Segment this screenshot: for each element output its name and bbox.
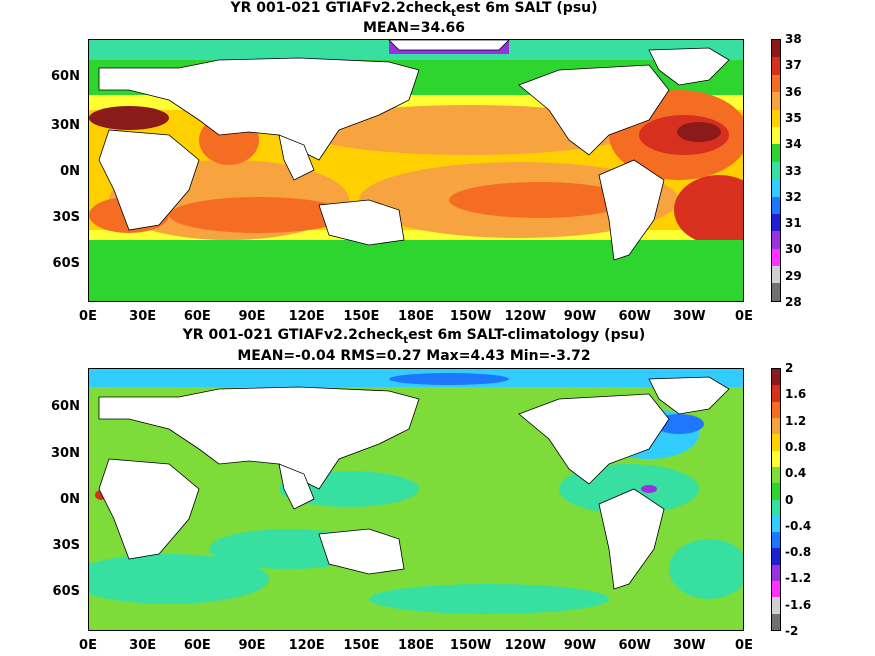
colorbar-swatch xyxy=(772,613,780,630)
lon-label: 150W xyxy=(449,638,492,653)
colorbar-tick-label: 33 xyxy=(785,163,802,178)
colorbar-tick-label: 37 xyxy=(785,58,802,73)
colorbar-tick-label: 36 xyxy=(785,84,802,99)
lon-label: 90E xyxy=(238,638,266,653)
lon-label: 0E xyxy=(79,638,97,653)
lat-label-60n: 60N xyxy=(51,69,80,84)
lon-label: 30W xyxy=(673,309,706,324)
lon-label: 0E xyxy=(735,638,753,653)
colorbar-panel1 xyxy=(771,39,781,302)
colorbar-swatch xyxy=(772,369,780,386)
colorbar-swatch xyxy=(772,231,780,249)
colorbar-swatch xyxy=(772,74,780,93)
colorbar-swatch xyxy=(772,581,780,598)
colorbar-swatch xyxy=(772,144,780,162)
lon-label: 30E xyxy=(129,638,157,653)
lon-label: 180E xyxy=(397,309,435,324)
colorbar-tick-label: -1.6 xyxy=(785,597,812,612)
lat-label-0n: 0N xyxy=(60,164,80,179)
colorbar-swatch xyxy=(772,92,780,110)
colorbar-tick-label: 38 xyxy=(785,32,802,46)
colorbar-swatch xyxy=(772,248,780,267)
colorbar-tick-label: -1.2 xyxy=(785,571,812,586)
lon-label: 30E xyxy=(129,309,157,324)
colorbar-tick-label: 2 xyxy=(785,361,794,375)
panel1-title: YR 001-021 GTIAFv2.2checktest 6m SALT (p… xyxy=(230,0,598,19)
lon-label: 120W xyxy=(504,309,547,324)
colorbar-tick-label: -0.4 xyxy=(785,518,812,533)
colorbar-swatch xyxy=(772,466,780,484)
colorbar-swatch xyxy=(772,532,780,549)
colorbar-swatch xyxy=(772,499,780,516)
lon-label: 60W xyxy=(618,638,651,653)
colorbar-swatch xyxy=(772,161,780,180)
lon-label: 150E xyxy=(343,638,380,653)
colorbar-swatch xyxy=(772,385,780,402)
lon-label: 60E xyxy=(183,638,211,653)
colorbar-swatch xyxy=(772,283,780,301)
colorbar-swatch xyxy=(772,515,780,533)
colorbar-tick-label: -0.8 xyxy=(785,545,812,560)
lon-label: 60E xyxy=(183,309,211,324)
lat-label-60s-2: 60S xyxy=(52,584,80,599)
panel2-stats: MEAN=-0.04 RMS=0.27 Max=4.43 Min=-3.72 xyxy=(237,348,591,364)
colorbar-swatch xyxy=(772,434,780,451)
colorbar-swatch xyxy=(772,564,780,582)
colorbar-swatch xyxy=(772,196,780,214)
lat-label-30n-2: 30N xyxy=(51,446,80,461)
colorbar-tick-label: 1.2 xyxy=(785,413,807,428)
colorbar-swatch xyxy=(772,179,780,197)
colorbar-tick-label: 29 xyxy=(785,268,802,283)
colorbar-tick-label: 0.8 xyxy=(785,439,807,454)
colorbar-panel2 xyxy=(771,368,781,631)
colorbar-swatch xyxy=(772,401,780,418)
lat-label-60s: 60S xyxy=(52,256,80,271)
lon-label: 90W xyxy=(563,638,597,653)
colorbar-swatch xyxy=(772,450,780,467)
lon-label: 30W xyxy=(673,638,706,653)
colorbar-swatch xyxy=(772,57,780,75)
lon-label: 120E xyxy=(288,638,325,653)
colorbar-tick-label: 0.4 xyxy=(785,466,807,481)
salinity-anomaly-map xyxy=(88,368,744,631)
colorbar-tick-label: 30 xyxy=(785,242,802,257)
colorbar-tick-label: 31 xyxy=(785,216,802,231)
panel2-title: YR 001-021 GTIAFv2.2checktest 6m SALT-cl… xyxy=(182,327,646,346)
lon-label: 60W xyxy=(618,309,651,324)
lon-label: 120W xyxy=(504,638,547,653)
colorbar-swatch xyxy=(772,266,780,284)
colorbar-swatch xyxy=(772,548,780,565)
lat-label-30s-2: 30S xyxy=(52,538,80,553)
colorbar-swatch xyxy=(772,417,780,435)
lon-label: 120E xyxy=(288,309,325,324)
lon-label: 180E xyxy=(397,638,435,653)
lon-label: 90W xyxy=(563,309,597,324)
lon-label: 150E xyxy=(343,309,380,324)
panel1-stats: MEAN=34.66 xyxy=(362,20,466,36)
colorbar-swatch xyxy=(772,483,780,500)
colorbar-tick-label: 35 xyxy=(785,110,802,125)
colorbar-swatch xyxy=(772,109,780,127)
lat-label-30n: 30N xyxy=(51,118,80,133)
salinity-map xyxy=(88,39,744,302)
lon-label: 90E xyxy=(238,309,266,324)
colorbar-swatch xyxy=(772,597,780,614)
lat-label-0n-2: 0N xyxy=(60,492,80,507)
colorbar-swatch xyxy=(772,213,780,232)
colorbar-swatch xyxy=(772,40,780,58)
colorbar-tick-label: 34 xyxy=(785,137,802,152)
lat-label-60n-2: 60N xyxy=(51,399,80,414)
colorbar-swatch xyxy=(772,126,780,145)
colorbar-tick-label: -2 xyxy=(785,624,799,638)
colorbar-tick-label: 32 xyxy=(785,189,802,204)
lat-label-30s: 30S xyxy=(52,210,80,225)
lon-label: 150W xyxy=(449,309,492,324)
lon-label: 0E xyxy=(79,309,97,324)
lon-label: 0E xyxy=(735,309,753,324)
colorbar-tick-label: 0 xyxy=(785,492,794,507)
colorbar-tick-label: 1.6 xyxy=(785,387,807,402)
colorbar-tick-label: 28 xyxy=(785,295,802,309)
